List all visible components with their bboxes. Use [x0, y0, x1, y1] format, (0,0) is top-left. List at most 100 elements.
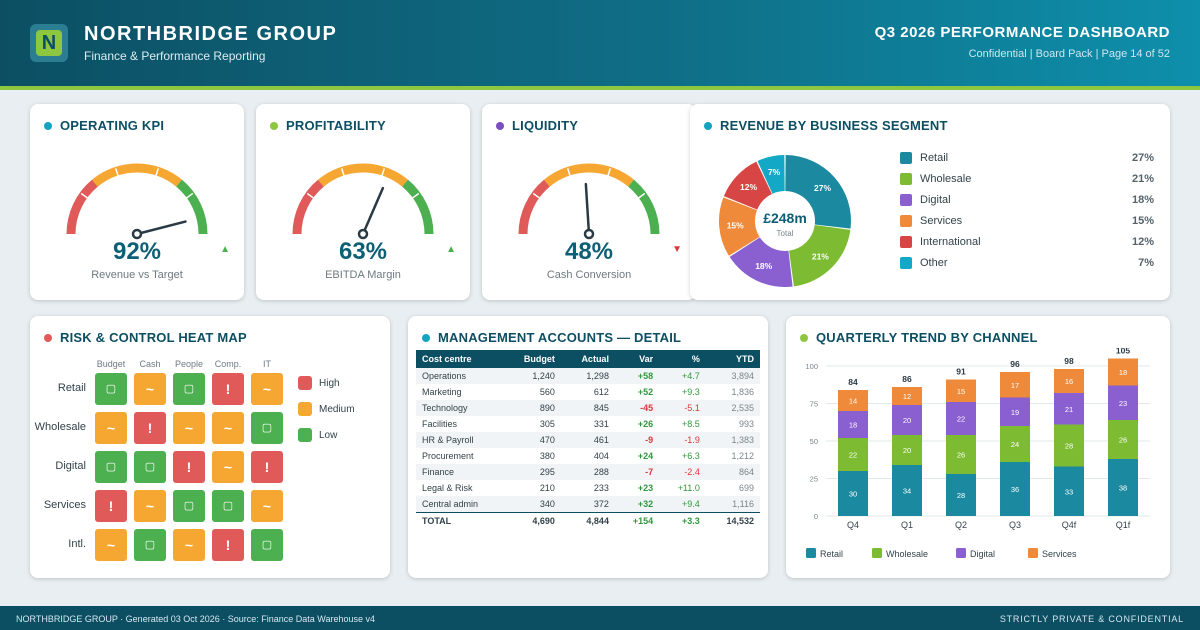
segment-donut-chart: 27% 21% 18% 15% 12% 7% £248m Total: [719, 155, 851, 287]
cell-budget: 210: [539, 483, 555, 493]
cell-budget: 560: [539, 387, 555, 397]
bar-value-label: 28: [957, 491, 965, 500]
kpi-gauge: [66, 163, 208, 240]
kpi-label: Revenue vs Target: [91, 269, 183, 281]
donut-slice-retail: [785, 155, 851, 229]
trend-card: QUARTERLY TREND BY CHANNEL 0 25 50 75 100 30 2…: [786, 316, 1170, 578]
x-tick-label: Q3: [1009, 520, 1021, 530]
bar-segment-services: [892, 387, 922, 405]
heatmap-row-label: Intl.: [68, 538, 86, 550]
legend-pct: 21%: [1131, 173, 1154, 185]
chart-legend-swatch: [872, 548, 882, 558]
gauge-tick: [155, 168, 160, 177]
trend-down-icon: ▼: [672, 244, 682, 255]
heatmap-legend-label: Medium: [319, 404, 355, 415]
cell-actual: 372: [560, 496, 615, 512]
heatmap-legend-swatch: [298, 376, 312, 390]
gauge-tick: [340, 168, 345, 177]
kpi-value: 48%: [564, 238, 614, 265]
total-actual: 4,844: [560, 511, 615, 530]
heatmap-cell: !: [95, 490, 127, 522]
donut-slice-international: [723, 161, 772, 210]
bar-value-label: 38: [1119, 484, 1127, 493]
heatmap-legend-swatch: [298, 428, 312, 442]
donut-center-label: Total: [777, 229, 794, 238]
cell-cost-centre: Operations: [416, 368, 502, 384]
bar-value-label: 12: [903, 392, 911, 401]
heatmap-title: RISK & CONTROL HEAT MAP: [60, 330, 247, 345]
heatmap-cell: ▢: [212, 490, 244, 522]
cell-actual: 1,298: [560, 368, 615, 384]
kpi-title: LIQUIDITY: [512, 118, 579, 133]
card-dot: [270, 122, 278, 130]
cell-var: +26: [637, 419, 654, 429]
legend-swatch-digital: [900, 194, 912, 206]
col-cost-centre: Cost centre: [416, 350, 502, 368]
header-accent-strip: [0, 86, 1200, 90]
gauge-tick: [637, 192, 646, 199]
cell-actual: 461: [560, 432, 615, 448]
heatmap-cell: ~: [212, 451, 244, 483]
cell-cost-centre: HR & Payroll: [416, 432, 502, 448]
legend-label: Retail: [920, 152, 949, 164]
heatmap-legend-label: High: [319, 378, 340, 389]
bar-value-label: 20: [903, 446, 911, 455]
heatmap-cell: !: [212, 529, 244, 561]
heatmap-cell: ~: [134, 373, 166, 405]
gauge-zone-low: [518, 179, 550, 235]
cell-var: +24: [637, 451, 654, 461]
donut-slice-label: 18%: [755, 261, 772, 271]
cell-cost-centre: Technology: [416, 400, 502, 416]
heatmap-col-header: Cash: [139, 359, 161, 369]
bar-segment-services: [1000, 372, 1030, 398]
heatmap-cell: ▢: [134, 451, 166, 483]
chart-legend-label: Digital: [970, 549, 995, 559]
bar-value-label: 15: [957, 387, 965, 396]
bar-value-label: 22: [957, 415, 965, 424]
donut-slice-services: [719, 197, 760, 256]
legend-swatch-services: [900, 215, 912, 227]
bar-value-label: 26: [957, 451, 965, 460]
heatmap-cell: ~: [95, 412, 127, 444]
bar-value-label: 28: [1065, 442, 1073, 451]
bar-value-label: 17: [1011, 381, 1019, 390]
bar-segment-retail: [892, 465, 922, 516]
table-header-row: Cost centre Budget Actual Var % YTD: [416, 350, 760, 368]
donut-center-value: £248m: [763, 210, 807, 226]
gauge-pivot: [131, 228, 143, 240]
dashboard-meta: Confidential | Board Pack | Page 14 of 5…: [968, 48, 1170, 60]
legend-label: International: [920, 236, 981, 248]
cell-var: +52: [637, 387, 654, 397]
col-var: Var: [614, 350, 660, 368]
cell-var: -7: [614, 464, 660, 480]
gauge-zone-mid: [544, 163, 634, 187]
bar-segment-services: [838, 390, 868, 411]
gauge-needle: [135, 220, 187, 236]
gauge-zone-high: [628, 179, 660, 235]
cell-cost-centre: Facilities: [422, 419, 458, 429]
heatmap-col-header: Budget: [96, 359, 126, 369]
kpi-value: 63%: [338, 238, 388, 265]
kpi-card-profitability: PROFITABILITY 63% EBITDA Margin ▲: [256, 104, 470, 300]
heatmap-cell: ~: [134, 490, 166, 522]
table-row: Finance 295 288 -7 -2.4 864: [416, 464, 760, 480]
table-total-row: TOTAL 4,690 4,844 +154 +3.3 14,532: [416, 511, 760, 530]
gauge-zone-mid: [92, 163, 182, 187]
bar-total-label: 96: [1010, 359, 1020, 369]
heatmap-cell: ~: [173, 412, 205, 444]
y-tick-label: 25: [810, 475, 818, 484]
cell-ytd: 2,535: [705, 400, 760, 416]
bar-value-label: 18: [849, 421, 857, 430]
cell-ytd: 1,116: [705, 496, 760, 512]
cell-pct: -5.1: [659, 400, 706, 416]
kpi-value: 92%: [112, 238, 162, 265]
accounts-table: Cost centre Budget Actual Var % YTD Oper…: [416, 350, 760, 530]
cell-actual: 612: [593, 387, 609, 397]
cell-var: +23: [637, 483, 654, 493]
bar-segment-retail: [946, 474, 976, 516]
bar-segment-digital: [946, 402, 976, 435]
cell-ytd: 864: [705, 464, 760, 480]
heatmap-col-header: Comp.: [214, 359, 242, 369]
cell-ytd: 1,836: [731, 387, 754, 397]
bar-segment-wholesale: [1000, 426, 1030, 462]
